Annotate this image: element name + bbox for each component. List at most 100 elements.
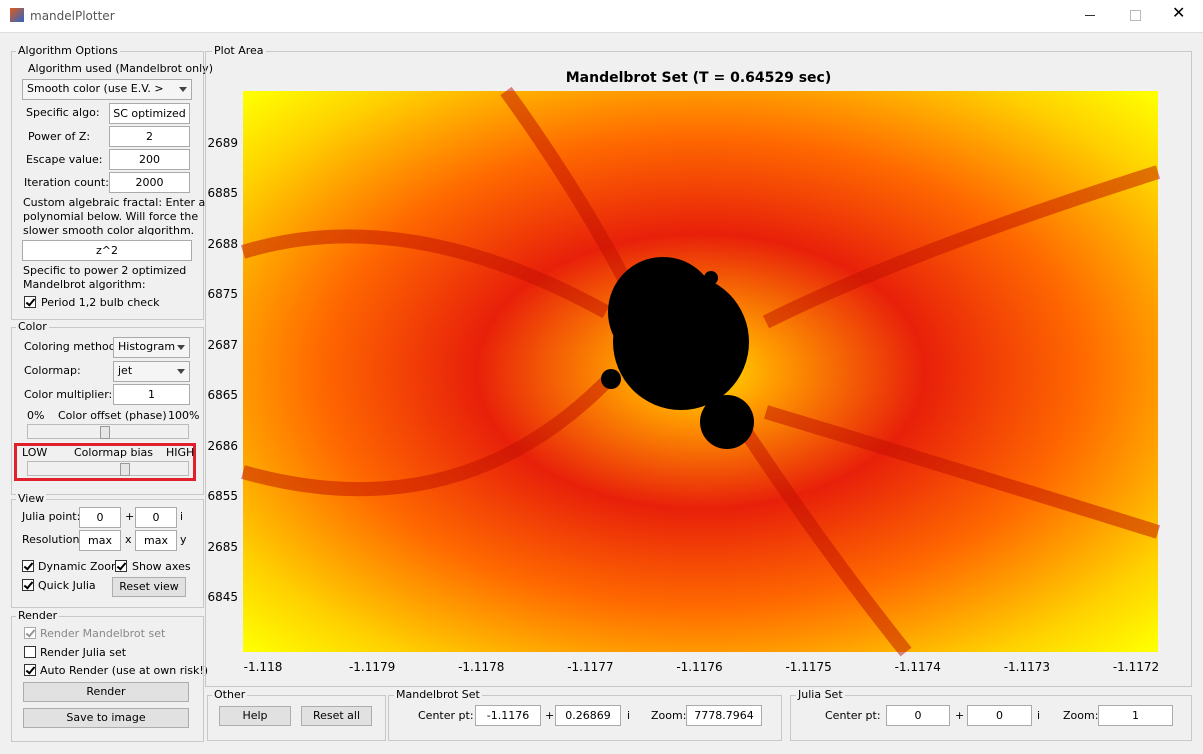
slider-thumb[interactable] (120, 463, 130, 476)
panel-title: Other (212, 688, 248, 701)
input[interactable]: 2000 (109, 172, 190, 193)
y-tick-label: 2688 (207, 236, 238, 251)
input[interactable]: 2 (109, 126, 190, 147)
button[interactable]: Reset all (301, 706, 372, 726)
panel (11, 499, 204, 608)
checkbox[interactable] (24, 664, 36, 676)
dropdown[interactable]: jet (113, 361, 190, 382)
button[interactable]: Render (23, 682, 189, 702)
label: y (180, 533, 187, 546)
button[interactable]: Reset view (112, 577, 186, 597)
label: Escape value: (26, 153, 103, 166)
text: slower smooth color algorithm. (23, 224, 195, 235)
y-tick-label: 6885 (207, 186, 238, 201)
text: Specific to power 2 optimized (23, 264, 187, 277)
label: + (955, 709, 965, 722)
y-tick-label: 2686 (207, 438, 238, 453)
input[interactable]: 1 (113, 384, 190, 405)
label: i (1037, 709, 1041, 722)
slider[interactable] (27, 461, 189, 476)
slider[interactable] (27, 424, 189, 439)
input[interactable]: 0 (886, 705, 950, 726)
x-tick-label: -1.1176 (676, 660, 723, 674)
y-tick-label: 6865 (207, 388, 238, 403)
label: Color multiplier: (24, 388, 113, 401)
panel-title: Algorithm Options (16, 44, 120, 57)
label: + (125, 510, 135, 523)
label: Iteration count: (24, 176, 109, 189)
checkbox[interactable] (115, 560, 127, 572)
checkbox[interactable] (22, 560, 34, 572)
panel (388, 695, 782, 741)
label: Period 1,2 bulb check (41, 296, 160, 309)
y-tick-label: 6875 (207, 287, 238, 302)
dropdown[interactable]: Histogram (113, 337, 190, 358)
y-tick-label: 6855 (207, 489, 238, 504)
button[interactable]: Help (219, 706, 291, 726)
label: Coloring method: (24, 340, 120, 353)
y-tick-label: 6845 (207, 590, 238, 604)
window-title: mandelPlotter (30, 9, 115, 23)
bulb (704, 271, 718, 285)
app-icon (10, 8, 24, 22)
y-tick-label: 2685 (207, 539, 238, 554)
input[interactable]: 200 (109, 149, 190, 170)
label: i (180, 510, 184, 523)
label: Render Julia set (40, 646, 127, 659)
panel-title: Render (16, 609, 60, 622)
x-tick-label: -1.1179 (348, 660, 396, 674)
label: i (627, 709, 631, 722)
label: Zoom: (651, 709, 687, 722)
panel (11, 616, 204, 742)
close[interactable]: ✕ (1172, 3, 1186, 22)
label: Zoom: (1063, 709, 1099, 722)
label: + (545, 709, 555, 722)
label: Julia point: (22, 510, 81, 523)
input[interactable]: -1.1176 (475, 705, 541, 726)
label: Algorithm used (Mandelbrot only) (28, 62, 213, 75)
text: Custom algebraic fractal: Enter a (23, 196, 206, 209)
label: HIGH (166, 446, 195, 459)
input[interactable]: 0 (135, 507, 177, 528)
label: Dynamic Zoom (38, 560, 122, 573)
plot-title: Mandelbrot Set (T = 0.64529 sec) (565, 70, 832, 86)
input[interactable]: 0.26869 (555, 705, 621, 726)
panel-title: View (16, 492, 47, 505)
button[interactable]: Save to image (23, 708, 189, 728)
y-tick-label: 2689 (207, 136, 238, 150)
label: Render Mandelbrot set (40, 627, 166, 640)
label: LOW (22, 446, 48, 459)
input[interactable]: 7778.7964 (686, 705, 762, 726)
label: Show axes (132, 560, 191, 573)
x-tick-label: -1.1178 (458, 660, 505, 674)
input[interactable]: 0 (79, 507, 121, 528)
maximize (1130, 10, 1141, 21)
panel-title: Color (16, 320, 49, 333)
checkbox[interactable] (22, 579, 34, 591)
label: Auto Render (use at own risk!) (40, 664, 209, 677)
x-tick-label: -1.1174 (894, 660, 941, 674)
input[interactable]: SC optimized (109, 103, 190, 124)
x-tick-label: -1.1177 (567, 660, 614, 674)
input[interactable]: 0 (967, 705, 1032, 726)
dropdown[interactable]: Smooth color (use E.V. > 10... (22, 79, 192, 100)
checkbox (24, 627, 36, 639)
input[interactable]: max (79, 530, 121, 551)
input[interactable]: z^2 (22, 240, 192, 261)
input[interactable]: 1 (1098, 705, 1173, 726)
text: Mandelbrot algorithm: (23, 278, 146, 291)
panel (11, 327, 204, 495)
panel-title: Plot Area (212, 44, 266, 57)
x-tick-label: -1.1172 (1112, 660, 1160, 674)
panel-title: Julia Set (796, 688, 845, 701)
input[interactable]: max (135, 530, 177, 551)
bulb (700, 395, 754, 449)
checkbox[interactable] (24, 646, 36, 658)
label: Color offset (phase) (58, 409, 167, 422)
x-tick-label: -1.1175 (785, 660, 832, 674)
label: Specific algo: (26, 106, 100, 119)
slider-thumb[interactable] (100, 426, 110, 439)
checkbox[interactable] (24, 296, 36, 308)
minimize[interactable] (1085, 15, 1095, 16)
